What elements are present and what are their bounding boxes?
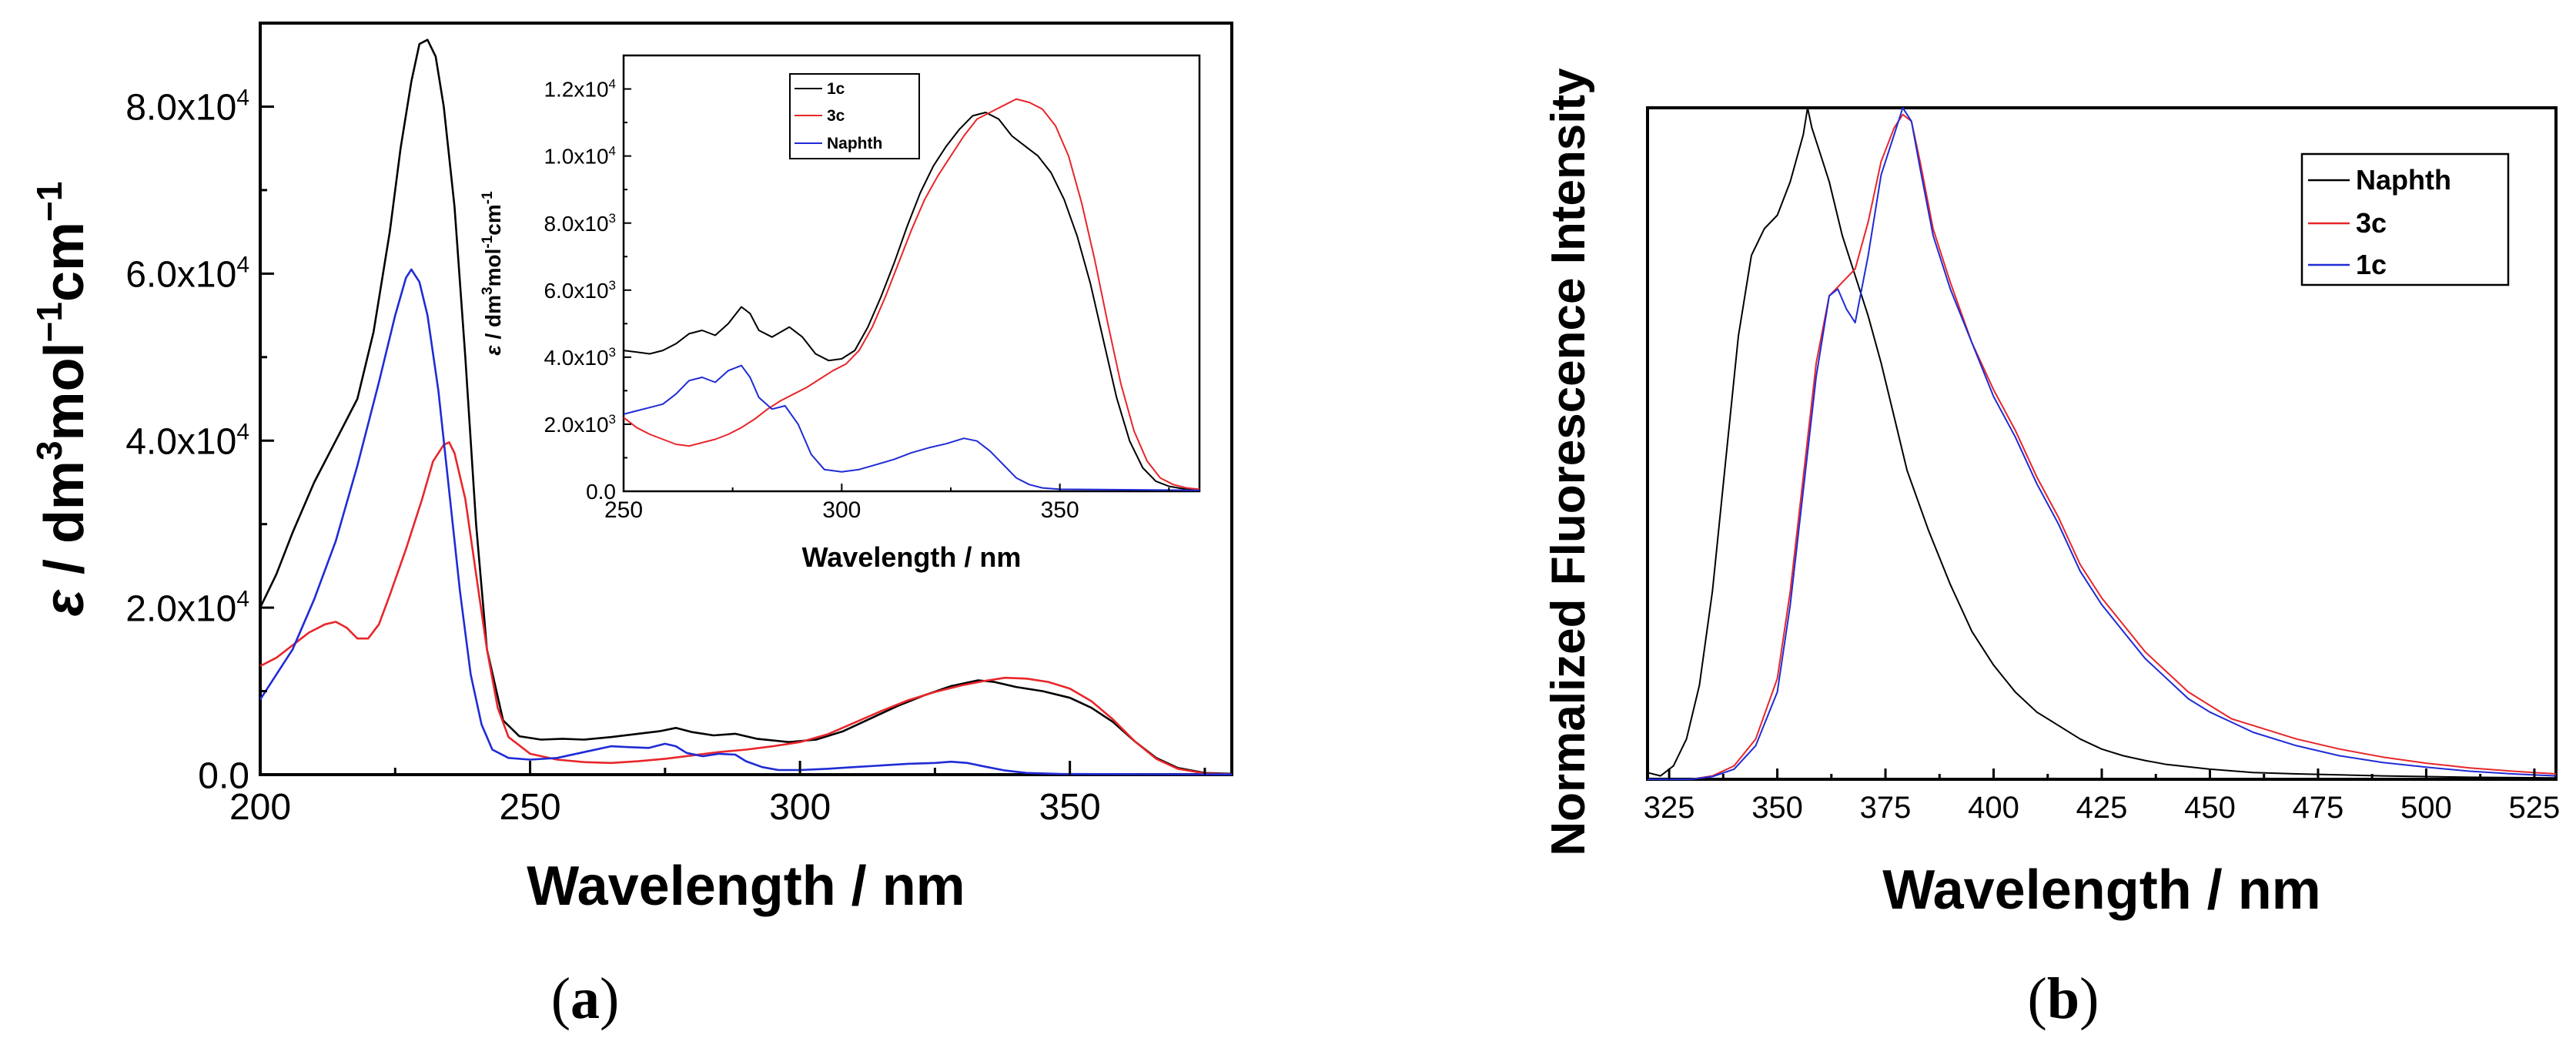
ylabel-sup-mol: −1: [29, 302, 69, 342]
inset-x-axis: 250 300 350: [604, 484, 1170, 523]
inset-x-tick-label: 300: [822, 497, 861, 523]
inset-legend-label-1c: 1c: [827, 80, 845, 98]
panel-a-x-tick-label: 350: [1039, 787, 1101, 828]
inset-x-tick-label: 250: [604, 497, 643, 523]
panel-b-caption-letter: b: [2047, 966, 2079, 1031]
ylabel-sup-3: 3: [29, 440, 69, 460]
panel-a-x-tick-label: 250: [500, 787, 561, 828]
panel-b-x-tick-label: 325: [1644, 791, 1695, 825]
panel-a: 200 250 300 350 0.0 2.0x104 4.0x104 6.0x104 8.0…: [29, 22, 1233, 1031]
inset-y-tick-label: 4.0x103: [544, 345, 616, 370]
panel-a-x-tick-label: 200: [229, 787, 291, 828]
panel-b-legend-label-3c: 3c: [2356, 207, 2387, 239]
panel-a-y-axis-label: ε / dm3mol−1cm−1: [29, 181, 95, 616]
panel-b-caption-close: ): [2079, 966, 2099, 1031]
inset-legend-label-3c: 3c: [827, 107, 845, 125]
panel-b-x-tick-label: 450: [2184, 791, 2236, 825]
panel-a-x-axis-label: Wavelength / nm: [527, 856, 965, 917]
panel-a-series-layer: [259, 39, 1233, 775]
inset-ylabel-unit-dm: / dm: [481, 295, 505, 345]
inset-y-tick-label: 8.0x103: [544, 211, 616, 236]
inset-ylabel-unit-cm: cm: [481, 204, 505, 235]
inset-y-axis: 0.0 2.0x103 4.0x103 6.0x103 8.0x103 1.0x104 1.…: [544, 77, 631, 504]
panel-a-caption-close: ): [600, 966, 619, 1031]
inset-y-tick-label: 2.0x103: [544, 412, 616, 437]
inset-ylabel-sup-3: 3: [480, 286, 496, 295]
ylabel-sup-cm: −1: [29, 181, 69, 221]
panel-a-series-3c-line: [259, 441, 1233, 775]
panel-a-series-1c-line: [259, 39, 1233, 775]
inset-ylabel-sup-cm: -1: [480, 191, 496, 204]
inset-ylabel-sup-mol: -1: [480, 235, 496, 248]
panel-b-legend-box: [2300, 152, 2510, 286]
panel-b-legend-label-naphth: Naphth: [2356, 164, 2451, 196]
panel-b-x-axis-label: Wavelength / nm: [1882, 859, 2320, 921]
inset-y-tick-label: 6.0x103: [544, 278, 616, 303]
panel-a-y-axis: 0.0 2.0x104 4.0x104 6.0x104 8.0x104: [125, 85, 274, 796]
inset-series-3c-line: [623, 98, 1200, 491]
panel-a-y-tick-label: 2.0x104: [125, 586, 249, 629]
panel-b-series-1c-line: [1648, 107, 2557, 780]
panel-b-x-tick-label: 475: [2293, 791, 2344, 825]
panel-b-x-axis: 325 350 375 400 425 450 475 500 525: [1644, 768, 2561, 825]
panel-b-x-tick-label: 525: [2509, 791, 2561, 825]
panel-b-series-naphth-line: [1647, 107, 2557, 779]
panel-b-x-tick-label: 425: [2076, 791, 2128, 825]
inset-y-tick-label: 1.2x104: [544, 77, 616, 102]
panel-a-caption: (a): [551, 966, 620, 1031]
panel-a-x-tick-label: 300: [769, 787, 831, 828]
ylabel-unit-dm: / dm: [34, 460, 95, 590]
inset-y-tick-label: 0.0: [586, 480, 616, 504]
panel-a-plot-frame: [259, 22, 1233, 776]
ylabel-unit-cm: cm: [34, 222, 95, 302]
panel-b-caption: (b): [2028, 966, 2099, 1031]
panel-b-x-tick-label: 500: [2400, 791, 2452, 825]
panel-a-series-naphth-line: [259, 268, 1233, 775]
inset-series-layer: [623, 98, 1200, 491]
inset-series-naphth-line: [623, 364, 1200, 491]
inset-plot-frame: [622, 54, 1201, 493]
panel-b-y-axis-label: Normalized Fluorescence Intensity: [1542, 68, 1595, 856]
inset-x-tick-label: 350: [1041, 497, 1079, 523]
panel-a-inset: 250 300 350 0.0 2.0x103 4.0x103 6.0x103 8.0x10…: [480, 54, 1201, 573]
panel-b-legend: Naphth 3c 1c: [2300, 152, 2510, 286]
panel-a-y-tick-label: 6.0x104: [125, 253, 249, 296]
panel-a-y-tick-label: 0.0: [198, 755, 249, 796]
panel-b-legend-label-1c: 1c: [2356, 249, 2387, 280]
inset-y-tick-label: 1.0x104: [544, 144, 616, 169]
ylabel-unit-mol: mol: [34, 342, 95, 440]
panel-b-x-tick-label: 350: [1751, 791, 1803, 825]
panel-b-x-tick-label: 400: [1968, 791, 2019, 825]
inset-legend: 1c 3c Naphth: [789, 73, 920, 159]
panel-a-x-axis: 200 250 300 350: [229, 761, 1206, 828]
inset-ylabel-unit-mol: mol: [481, 249, 505, 287]
panel-b: 325 350 375 400 425 450 475 500 525 Wavelength /…: [1542, 68, 2560, 1031]
inset-epsilon-symbol: ε: [481, 345, 505, 356]
panel-a-caption-letter: a: [570, 966, 600, 1031]
inset-legend-label-naphth: Naphth: [827, 135, 882, 152]
panel-a-y-tick-label: 8.0x104: [125, 85, 249, 129]
inset-x-axis-label: Wavelength / nm: [802, 541, 1022, 573]
epsilon-symbol: ε: [34, 589, 95, 617]
inset-series-1c-line: [623, 112, 1196, 491]
panel-b-caption-open: (: [2028, 966, 2047, 1031]
panel-a-caption-open: (: [551, 966, 570, 1031]
panel-b-x-tick-label: 375: [1860, 791, 1912, 825]
inset-y-axis-label: ε / dm3mol-1cm-1: [480, 191, 505, 356]
panel-b-series-layer: [1647, 107, 2557, 780]
panel-a-y-tick-label: 4.0x104: [125, 420, 249, 463]
